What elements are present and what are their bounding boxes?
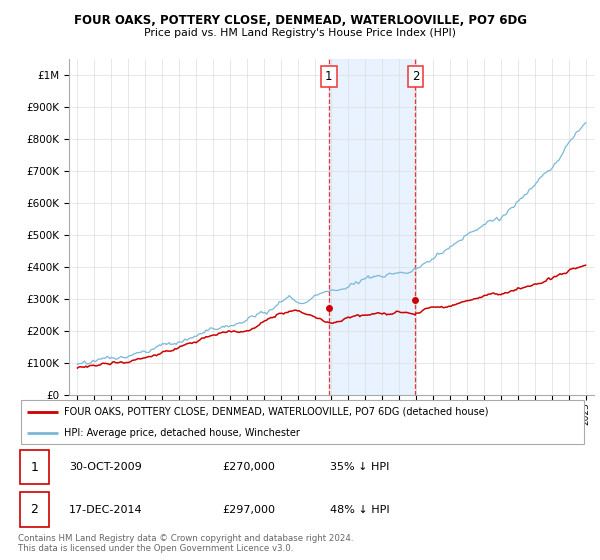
Text: £297,000: £297,000: [222, 505, 275, 515]
Text: Contains HM Land Registry data © Crown copyright and database right 2024.
This d: Contains HM Land Registry data © Crown c…: [18, 534, 353, 553]
Text: 17-DEC-2014: 17-DEC-2014: [69, 505, 143, 515]
FancyBboxPatch shape: [20, 492, 49, 527]
Text: 30-OCT-2009: 30-OCT-2009: [69, 462, 142, 472]
FancyBboxPatch shape: [20, 450, 49, 484]
Text: 1: 1: [31, 460, 38, 474]
Bar: [329, 59, 415, 395]
Text: 2: 2: [31, 503, 38, 516]
Text: 2: 2: [412, 70, 419, 83]
Text: Price paid vs. HM Land Registry's House Price Index (HPI): Price paid vs. HM Land Registry's House …: [144, 28, 456, 38]
Text: £270,000: £270,000: [222, 462, 275, 472]
Text: HPI: Average price, detached house, Winchester: HPI: Average price, detached house, Winc…: [64, 428, 299, 438]
FancyBboxPatch shape: [21, 400, 584, 444]
Text: 1: 1: [325, 70, 332, 83]
Text: 48% ↓ HPI: 48% ↓ HPI: [330, 505, 389, 515]
Text: FOUR OAKS, POTTERY CLOSE, DENMEAD, WATERLOOVILLE, PO7 6DG: FOUR OAKS, POTTERY CLOSE, DENMEAD, WATER…: [74, 14, 527, 27]
Text: FOUR OAKS, POTTERY CLOSE, DENMEAD, WATERLOOVILLE, PO7 6DG (detached house): FOUR OAKS, POTTERY CLOSE, DENMEAD, WATER…: [64, 407, 488, 417]
Text: 35% ↓ HPI: 35% ↓ HPI: [330, 462, 389, 472]
